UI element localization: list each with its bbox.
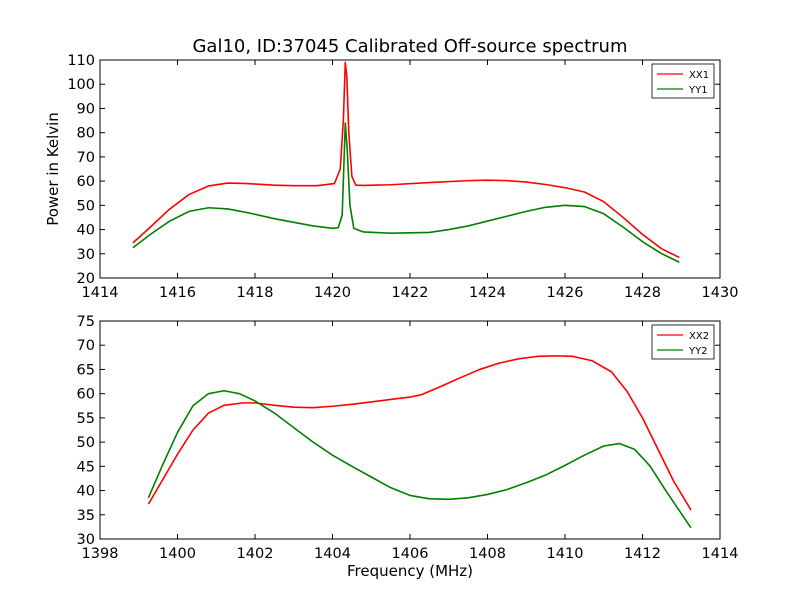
bottom-panel: 1398 1400 1402 1404 1406 1408 1410 1412 1414 30 35… [77, 314, 739, 580]
bottom-y-tick-label: 30 [77, 532, 95, 548]
top-legend: XX1 YY1 [651, 63, 715, 99]
top-y-tick-label: 70 [77, 150, 95, 166]
top-y-tick-label: 110 [67, 53, 95, 69]
bottom-y-tick-label: 45 [77, 459, 95, 475]
bottom-legend-box [651, 324, 715, 360]
bottom-x-tick-label: 1400 [159, 546, 196, 562]
bottom-x-tick-label: 1398 [82, 546, 119, 562]
series-line-xx1 [132, 61, 680, 259]
bottom-x-axis-label: Frequency (MHz) [347, 562, 473, 580]
bottom-y-tick-label: 55 [77, 411, 95, 427]
bottom-y-tick-label: 40 [77, 484, 95, 500]
bottom-y-tick-label: 50 [77, 435, 95, 451]
legend-label-yy2: YY2 [688, 346, 708, 357]
bottom-x-tick-label: 1404 [314, 546, 351, 562]
top-y-tick-label: 20 [77, 271, 95, 287]
top-y-tick-label: 90 [77, 101, 95, 117]
top-x-tick-label: 1428 [624, 285, 661, 301]
legend-label-yy1: YY1 [688, 85, 708, 96]
top-x-tick-label: 1414 [82, 285, 119, 301]
top-y-tick-label: 50 [77, 198, 95, 214]
top-plot-frame [99, 59, 721, 279]
top-ticks: 1414 1416 1418 1420 1422 1424 1426 1428 1430 20 30… [67, 53, 738, 301]
series-line-xx2 [147, 355, 692, 511]
top-y-axis-label: Power in Kelvin [44, 112, 62, 226]
series-line-yy2 [147, 389, 692, 529]
top-legend-box [651, 63, 715, 99]
series-line-yy1 [132, 122, 680, 263]
bottom-x-tick-label: 1410 [547, 546, 584, 562]
bottom-x-tick-label: 1402 [237, 546, 274, 562]
bottom-y-tick-label: 70 [77, 338, 95, 354]
top-y-tick-label: 60 [77, 174, 95, 190]
top-y-tick-label: 80 [77, 126, 95, 142]
legend-label-xx1: XX1 [689, 70, 709, 81]
top-x-tick-label: 1418 [237, 285, 274, 301]
top-y-tick-label: 30 [77, 247, 95, 263]
bottom-x-tick-label: 1414 [702, 546, 739, 562]
top-x-tick-label: 1424 [469, 285, 506, 301]
bottom-x-tick-label: 1412 [624, 546, 661, 562]
top-x-tick-label: 1416 [159, 285, 196, 301]
bottom-plot-frame [99, 320, 721, 540]
top-x-tick-label: 1426 [547, 285, 584, 301]
top-x-tick-label: 1420 [314, 285, 351, 301]
bottom-series-lines [147, 355, 692, 529]
bottom-y-tick-label: 35 [77, 508, 95, 524]
top-y-tick-label: 100 [67, 77, 95, 93]
top-series-lines [132, 61, 680, 263]
legend-label-xx2: XX2 [689, 331, 709, 342]
bottom-ticks: 1398 1400 1402 1404 1406 1408 1410 1412 1414 30 35… [77, 314, 739, 562]
top-x-tick-label: 1430 [702, 285, 739, 301]
top-y-tick-label: 40 [77, 223, 95, 239]
bottom-x-tick-label: 1406 [392, 546, 429, 562]
top-panel: 1414 1416 1418 1420 1422 1424 1426 1428 1430 20 30… [44, 53, 738, 301]
figure-title: Gal10, ID:37045 Calibrated Off-source sp… [192, 36, 627, 57]
bottom-legend: XX2 YY2 [651, 324, 715, 360]
bottom-x-tick-label: 1408 [469, 546, 506, 562]
bottom-y-tick-label: 60 [77, 387, 95, 403]
bottom-y-tick-label: 75 [77, 314, 95, 330]
top-x-tick-label: 1422 [392, 285, 429, 301]
bottom-y-tick-label: 65 [77, 362, 95, 378]
